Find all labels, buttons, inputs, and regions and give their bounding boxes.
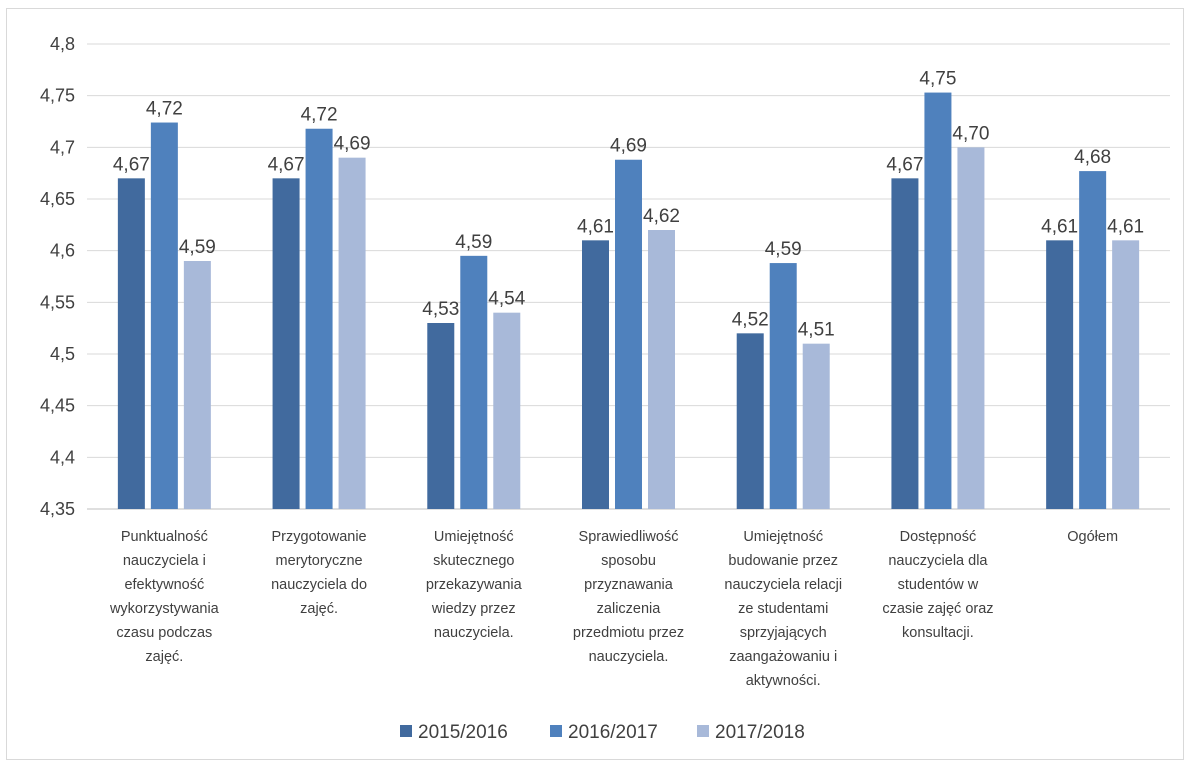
data-label: 4,69: [610, 136, 647, 157]
bar: [769, 263, 797, 509]
bar: [736, 333, 764, 509]
category-label: zajęć.: [145, 649, 183, 665]
category-label: sprzyjających: [740, 625, 827, 641]
data-label: 4,53: [422, 299, 459, 320]
category-label: sposobu: [601, 553, 656, 569]
bar: [338, 157, 366, 509]
bar: [957, 147, 985, 510]
y-tick-label: 4,55: [40, 292, 75, 312]
data-label: 4,72: [146, 99, 183, 120]
data-label: 4,68: [1074, 147, 1111, 168]
category-label: Ogółem: [1067, 529, 1118, 545]
category-label: czasu podczas: [116, 625, 212, 641]
y-tick-label: 4,65: [40, 189, 75, 209]
category-label: nauczyciela i: [123, 553, 206, 569]
category-label: nauczyciela relacji: [724, 577, 842, 593]
bars: [117, 92, 1140, 510]
category-label: przekazywania: [426, 577, 523, 593]
bar: [582, 240, 609, 510]
bar: [460, 255, 488, 509]
category-label: studentów w: [898, 577, 979, 593]
y-tick-label: 4,6: [50, 241, 75, 261]
category-label: efektywność: [124, 577, 204, 593]
category-label: przyznawania: [584, 577, 674, 593]
category-label: Punktualność: [121, 529, 208, 545]
bar: [1046, 240, 1074, 510]
y-tick-label: 4,5: [50, 344, 75, 364]
category-label: skutecznego: [433, 553, 514, 569]
category-label: wykorzystywania: [109, 601, 220, 617]
y-tick-label: 4,45: [40, 396, 75, 416]
category-label: ze studentami: [738, 601, 828, 617]
category-label: budowanie przez: [728, 553, 838, 569]
data-label: 4,61: [577, 216, 614, 237]
legend-swatch: [697, 725, 709, 737]
bar: [891, 178, 919, 510]
bar: [183, 261, 211, 509]
data-label: 4,69: [334, 134, 371, 155]
bar: [924, 92, 952, 510]
category-label: przedmiotu przez: [573, 625, 684, 641]
data-label: 4,59: [179, 237, 216, 258]
category-label: nauczyciela.: [589, 649, 669, 665]
category-label: zaliczenia: [597, 601, 662, 617]
data-label: 4,75: [919, 69, 956, 90]
gridlines: [87, 43, 1170, 510]
data-label: 4,52: [732, 309, 769, 330]
bar: [305, 128, 333, 509]
category-label: zajęć.: [300, 601, 338, 617]
data-label: 4,51: [798, 320, 835, 341]
x-axis-categories: Punktualność nauczyciela i efektywność wyko…: [109, 529, 1118, 689]
category-label: aktywności.: [746, 673, 821, 689]
y-tick-label: 4,7: [50, 137, 75, 157]
legend-label: 2017/2018: [715, 722, 805, 743]
bar: [648, 230, 675, 509]
category-label: nauczyciela do: [271, 577, 367, 593]
category-label: nauczyciela.: [434, 625, 514, 641]
data-label: 4,61: [1107, 216, 1144, 237]
legend-swatch: [400, 725, 412, 737]
bar: [150, 122, 178, 510]
category-label: Przygotowanie: [272, 529, 367, 545]
bar: [272, 178, 300, 510]
data-label: 4,72: [301, 105, 338, 126]
legend-label: 2016/2017: [568, 722, 658, 743]
data-label: 4,62: [643, 206, 680, 227]
data-label: 4,61: [1041, 216, 1078, 237]
data-labels: 4,67 4,72 4,59 4,67 4,72 4,69 4,53 4,59 4,54 4,61…: [113, 69, 1144, 341]
bar: [1079, 171, 1107, 509]
bar: [802, 343, 830, 509]
legend-label: 2015/2016: [418, 722, 508, 743]
data-label: 4,59: [765, 239, 802, 260]
category-label: nauczyciela dla: [888, 553, 988, 569]
category-label: konsultacji.: [902, 625, 974, 641]
category-label: wiedzy przez: [431, 601, 516, 617]
y-tick-label: 4,8: [50, 34, 75, 54]
bar: [117, 178, 145, 510]
y-tick-label: 4,75: [40, 86, 75, 106]
legend: 2015/2016 2016/2017 2017/2018: [400, 722, 805, 743]
bar: [615, 159, 642, 509]
bar: [1112, 240, 1140, 510]
bar: [493, 312, 521, 509]
category-label: Umiejętność: [434, 529, 514, 545]
data-label: 4,67: [886, 154, 923, 175]
data-label: 4,59: [455, 232, 492, 253]
data-label: 4,54: [488, 289, 525, 310]
category-label: Umiejętność: [743, 529, 823, 545]
bar: [427, 323, 455, 509]
legend-swatch: [550, 725, 562, 737]
category-label: merytoryczne: [276, 553, 363, 569]
y-tick-label: 4,35: [40, 499, 75, 519]
category-label: zaangażowaniu i: [729, 649, 837, 665]
category-label: Sprawiedliwość: [579, 529, 679, 545]
data-label: 4,67: [268, 154, 305, 175]
category-label: Dostępność: [900, 529, 977, 545]
y-axis-ticks: 4,35 4,4 4,45 4,5 4,55 4,6 4,65 4,7 4,75 4,8: [40, 34, 75, 519]
category-label: czasie zajęć oraz: [882, 601, 993, 617]
data-label: 4,70: [952, 123, 989, 144]
data-label: 4,67: [113, 154, 150, 175]
y-tick-label: 4,4: [50, 447, 75, 467]
